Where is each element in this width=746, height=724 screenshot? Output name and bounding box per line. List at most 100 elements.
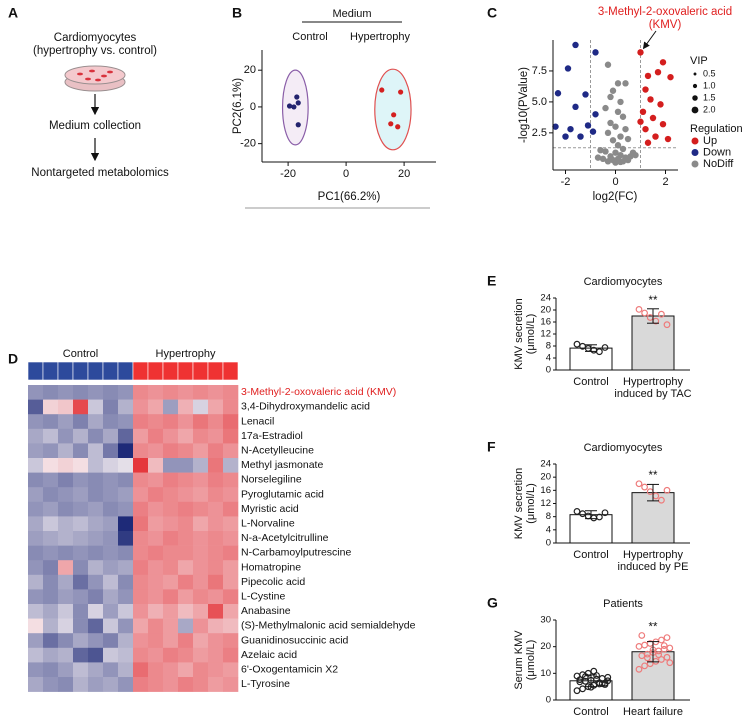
point bbox=[604, 158, 612, 165]
heatmap-cell bbox=[43, 487, 59, 503]
heatmap-cell bbox=[28, 487, 44, 503]
heatmap-cell bbox=[58, 574, 74, 590]
point bbox=[632, 151, 639, 159]
heatmap-cell bbox=[118, 589, 134, 605]
heatmap-cell bbox=[103, 472, 119, 488]
heatmap-cell bbox=[43, 472, 59, 488]
heatmap-cell bbox=[28, 618, 44, 634]
heatmap-cell bbox=[73, 618, 89, 634]
point bbox=[614, 142, 622, 149]
heatmap-cell bbox=[103, 589, 119, 605]
heatmap-cell bbox=[193, 531, 209, 546]
point bbox=[622, 80, 629, 87]
y-axis-title: PC2(6.1%) bbox=[232, 78, 244, 134]
panel-label: D bbox=[8, 351, 18, 367]
heatmap-cell bbox=[178, 677, 194, 692]
heatmap-cell bbox=[133, 487, 149, 503]
point bbox=[617, 98, 624, 106]
point bbox=[638, 632, 646, 639]
point bbox=[649, 114, 657, 122]
heatmap-cell bbox=[178, 516, 194, 532]
row-label: 3-Methyl-2-oxovaleric acid (KMV) bbox=[241, 386, 396, 398]
heatmap-cell bbox=[88, 647, 104, 663]
y-tick-label: 4 bbox=[546, 524, 551, 535]
heatmap-cell bbox=[58, 618, 74, 634]
y-axis-title: KMV secretion bbox=[513, 298, 525, 370]
point bbox=[584, 122, 592, 129]
heatmap-cell bbox=[28, 604, 44, 619]
group-ellipse bbox=[374, 68, 412, 151]
heatmap-cell bbox=[163, 633, 179, 649]
heatmap-cell bbox=[118, 472, 134, 488]
heatmap-cell bbox=[148, 633, 164, 649]
panel-label: E bbox=[487, 273, 496, 289]
legend-title: Regulation bbox=[690, 123, 743, 135]
point bbox=[604, 129, 612, 137]
point bbox=[599, 155, 607, 163]
group-bar bbox=[117, 361, 134, 381]
heatmap-cell bbox=[28, 414, 44, 430]
heatmap-cell bbox=[28, 516, 44, 532]
row-label: N-Carbamoylputrescine bbox=[241, 547, 351, 559]
y-tick-label: 0 bbox=[546, 538, 551, 549]
point bbox=[604, 673, 612, 681]
heatmap-cell bbox=[43, 428, 59, 444]
point bbox=[658, 496, 665, 504]
heatmap-cell bbox=[58, 458, 74, 473]
group-label: Hypertrophy bbox=[156, 348, 216, 360]
heatmap-cell bbox=[178, 589, 194, 605]
heatmap-cell bbox=[208, 662, 224, 678]
point bbox=[659, 59, 667, 66]
heatmap-cell bbox=[43, 633, 59, 649]
y-tick-label: 12 bbox=[540, 329, 551, 340]
panel-label: F bbox=[487, 439, 496, 455]
heatmap-cell bbox=[133, 604, 149, 619]
heatmap-cell bbox=[178, 443, 194, 459]
y-tick-label: 0 bbox=[546, 695, 551, 706]
error-bar bbox=[585, 510, 597, 520]
group-bar bbox=[177, 361, 194, 381]
point bbox=[612, 159, 619, 166]
error-bar bbox=[647, 641, 659, 663]
legend-title: VIP bbox=[690, 55, 708, 67]
heatmap-cell bbox=[208, 458, 224, 473]
x-axis-title: PC1(66.2%) bbox=[318, 191, 381, 203]
heatmap-cell bbox=[178, 385, 194, 400]
point bbox=[592, 111, 599, 118]
point bbox=[391, 112, 397, 118]
heatmap-cell bbox=[178, 647, 194, 663]
heatmap-cell bbox=[178, 618, 194, 634]
panel-label: B bbox=[232, 5, 242, 21]
row-label: Norselegiline bbox=[241, 474, 302, 486]
heatmap-cell bbox=[163, 399, 179, 415]
heatmap-cell bbox=[118, 414, 134, 430]
heatmap-cell bbox=[223, 574, 239, 590]
heatmap-cell bbox=[148, 618, 164, 634]
y-tick-label: -20 bbox=[240, 138, 256, 150]
heatmap-cell bbox=[208, 560, 224, 576]
point bbox=[644, 654, 651, 662]
legend-label: NoDiff bbox=[703, 158, 734, 170]
panel-label: G bbox=[487, 595, 498, 611]
point bbox=[617, 158, 624, 166]
heatmap-cell bbox=[178, 531, 194, 546]
heatmap-cell bbox=[28, 531, 44, 546]
point bbox=[567, 125, 574, 133]
heatmap-cell bbox=[163, 443, 179, 459]
heatmap-cell bbox=[103, 633, 119, 649]
point bbox=[641, 309, 648, 317]
row-label: Myristic acid bbox=[241, 503, 299, 515]
heatmap-cell bbox=[133, 458, 149, 473]
diagram-text: (hypertrophy vs. control) bbox=[33, 45, 157, 57]
point bbox=[576, 676, 584, 684]
heatmap-cell bbox=[193, 443, 209, 459]
heatmap-cell bbox=[223, 647, 239, 663]
y-tick-label: 7.5 bbox=[532, 65, 547, 77]
point bbox=[641, 483, 648, 491]
point bbox=[572, 41, 579, 49]
legend-size bbox=[693, 72, 697, 76]
group-label: Control bbox=[63, 348, 98, 360]
heatmap-cell bbox=[118, 487, 134, 503]
heatmap-cell bbox=[133, 545, 149, 561]
group-label: Hypertrophy bbox=[350, 31, 410, 43]
